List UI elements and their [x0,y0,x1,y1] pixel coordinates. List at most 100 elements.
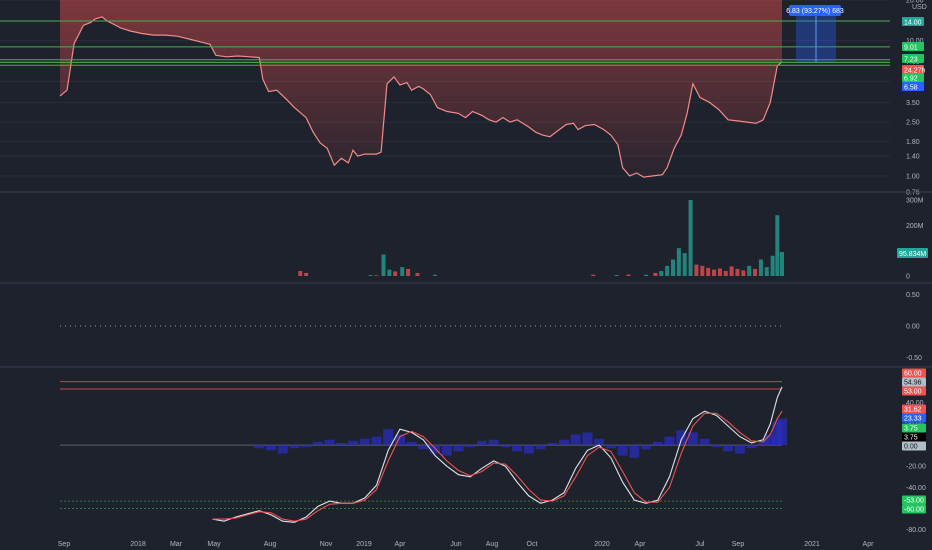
volume-bar [780,251,784,276]
volume-bar [770,255,775,276]
volume-bar [659,270,664,276]
time-axis-tick: May [207,541,221,548]
oscillator-tag: 3.75 [904,426,918,433]
volume-bar [682,253,687,276]
histogram-bar [652,441,663,446]
volume-bar [688,200,693,276]
volume-bar [298,270,303,276]
oscillator-tag: -60.00 [904,507,924,514]
indicator-axis-tick: -0.50 [906,355,922,362]
time-axis-tick: Aug [264,541,277,548]
histogram-bar [676,430,687,446]
histogram-bar [535,445,546,450]
oscillator-tag-box [902,432,926,442]
volume-bar [753,268,758,276]
volume-bar [758,259,763,276]
time-axis-tick: Aug [486,541,499,548]
volume-bar [764,267,769,276]
histogram-bar [558,439,569,446]
price-axis-tick: 10.00 [906,38,924,45]
price-tag-box [902,73,924,82]
histogram-bar [336,442,347,446]
histogram-bar [301,445,312,448]
time-axis[interactable]: Sep 2018 Mar May Aug Nov 2019 Apr Jun Aug Oct 2020 A… [58,541,874,548]
histogram-bar [617,445,628,456]
histogram-bar [383,429,394,446]
indicator-panel: 0.50 0.00 -0.50 [60,292,922,362]
histogram-bar [605,445,616,449]
oscillator-axis-tick: -40.00 [906,485,926,492]
price-tag: 24.27h [904,68,926,75]
time-axis-tick: Apr [863,541,875,548]
volume-bar [653,272,658,276]
histogram-bar [594,438,605,446]
price-horizontal-levels[interactable] [0,20,890,66]
indicator-axis-tick: 0.00 [906,324,920,331]
price-area-fill [60,0,782,178]
price-tag: 6.92 [904,76,918,83]
currency-label: USD [912,4,927,11]
volume-bars [298,200,784,276]
price-tag-box [902,54,924,63]
oscillator-tag: 3.75 [904,435,918,442]
indicator-axis[interactable]: 0.50 0.00 -0.50 [906,292,922,362]
oscillator-tag-box [902,386,926,396]
volume-panel: 300M 200M 0 95.834M [298,198,928,281]
volume-last-tag-box [897,248,928,258]
price-area-series [59,0,783,178]
measure-tool[interactable]: 6.83 (93.27%) 683 [786,5,844,62]
volume-last-tag: 95.834M [899,251,926,258]
oscillator-tag: 54.96 [904,380,922,387]
oscillator-tag: -53.00 [904,498,924,505]
histogram-bar [734,445,745,454]
histogram-bar [570,434,581,446]
histogram-bar [746,445,757,449]
oscillator-tag-box [902,504,926,514]
price-tag-box [902,42,924,51]
oscillator-axis-tick: -80.00 [906,527,926,534]
price-line [59,16,783,178]
histogram-bar [758,440,769,446]
oscillator-panel: 40.0020.00-20.00-40.00-80.00 60.0054.965… [60,368,926,534]
volume-bar [400,267,405,276]
volume-bar [712,269,717,276]
price-panel: USD 6.83 (93.27%) 683 20.0010.007.005.00… [0,0,927,197]
oscillator-tag-box [902,495,926,505]
histogram-bar [265,445,276,451]
volume-bar [741,270,746,276]
histogram-bar [699,438,710,446]
histogram-bar [641,445,652,450]
oscillator-tag: 60.00 [904,371,922,378]
price-axis-tick: 3.50 [906,100,920,107]
histogram-bar [711,445,722,448]
time-axis-tick: 2018 [130,541,146,548]
oscillator-axis-tick: 40.00 [906,400,924,407]
price-tag: 9.01 [904,45,918,52]
volume-bar [700,265,705,276]
histogram-bar [500,445,511,448]
volume-bar [614,274,619,276]
measure-label-box [789,5,841,16]
volume-bar [735,268,740,276]
histogram-bar [723,445,734,452]
histogram-bar [582,432,593,446]
histogram-bar [430,445,441,454]
volume-axis[interactable]: 300M 200M 0 [906,198,924,281]
price-tag-box [902,82,924,91]
price-tag: 14.00 [904,20,922,27]
price-axis-tick: 2.50 [906,120,920,127]
oscillator-lines [212,386,783,523]
oscillator-axis-tick: -20.00 [906,464,926,471]
histogram-bar [547,442,558,446]
time-axis-tick: 2020 [594,541,610,548]
volume-bar [676,248,681,276]
histogram-bar [465,445,476,448]
oscillator-tag: 0.00 [904,444,918,451]
volume-bar [368,274,373,276]
oscillator-tag-box [902,423,926,433]
time-axis-tick: Apr [635,541,647,548]
histogram-bar [418,445,429,450]
volume-bar [626,274,631,276]
volume-bar [591,274,596,276]
